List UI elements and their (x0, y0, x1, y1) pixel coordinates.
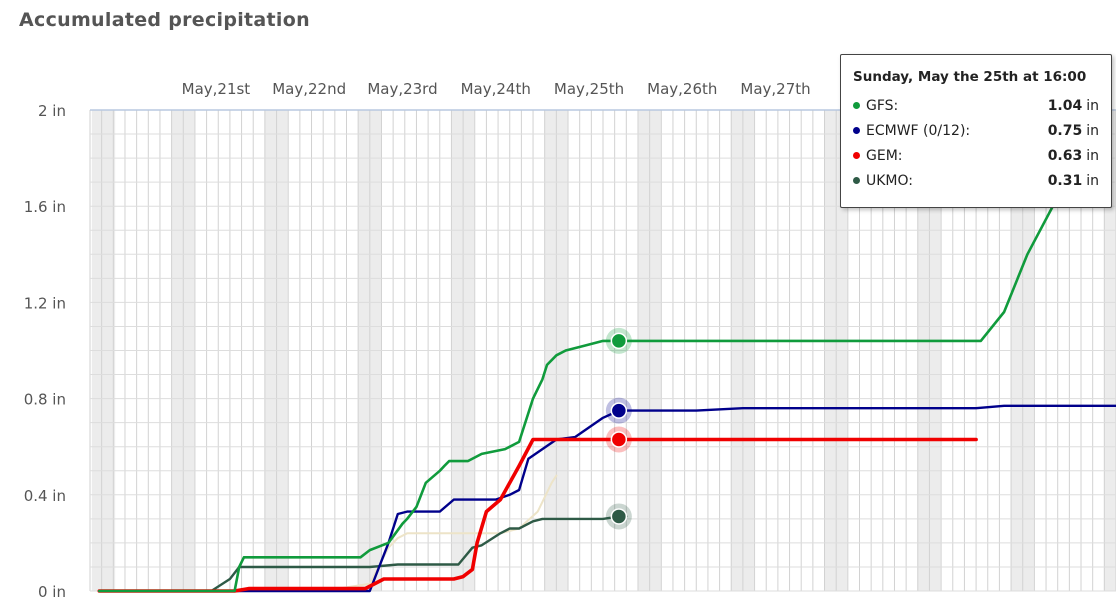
y-tick-label: 1.6 in (24, 198, 66, 216)
series-dot-icon (853, 152, 860, 159)
tooltip-unit: in (1086, 172, 1099, 189)
series-dot-icon (853, 102, 860, 109)
tooltip-unit: in (1086, 122, 1099, 139)
series-line-gfs (98, 176, 1080, 593)
marker-point (610, 402, 628, 419)
y-tick-label: 1.2 in (24, 294, 66, 312)
tooltip-row: GEM: 0.63 in (853, 143, 1099, 168)
y-tick-label: 0.4 in (24, 487, 66, 505)
tooltip-series-name: UKMO: (866, 172, 913, 189)
y-tick-label: 0 in (38, 583, 66, 600)
tooltip-unit: in (1086, 147, 1099, 164)
y-axis: 0 in 0.4 in 0.8 in 1.2 in 1.6 in 2 in (24, 102, 66, 600)
x-axis: May,21st May,22nd May,23rd May,24th May,25th… (182, 80, 811, 98)
tooltip-series-name: GFS: (866, 97, 899, 114)
series-dot-icon (853, 127, 860, 134)
tooltip-title: Sunday, May the 25th at 16:00 (853, 69, 1087, 85)
tooltip-series-name: ECMWF (0/12): (866, 122, 971, 139)
tooltip-unit: in (1086, 97, 1099, 114)
series-dot-icon (853, 177, 860, 184)
tooltip-row: UKMO: 0.31 in (853, 168, 1099, 193)
x-tick-label: May,25th (554, 80, 624, 98)
chart-title: Accumulated precipitation (19, 9, 310, 31)
tooltip-series-value: 0.75 (1047, 122, 1083, 139)
marker-point (610, 508, 628, 525)
tooltip-series-name: GEM: (866, 147, 903, 164)
x-tick-label: May,27th (740, 80, 810, 98)
y-tick-label: 2 in (38, 102, 66, 120)
tooltip-row: GFS: 1.04 in (853, 93, 1099, 118)
marker-point (610, 332, 628, 350)
x-tick-label: May,22nd (272, 80, 346, 98)
tooltip-row: ECMWF (0/12): 0.75 in (853, 118, 1099, 143)
tooltip-series-value: 0.63 (1047, 147, 1083, 164)
y-tick-label: 0.8 in (24, 391, 66, 409)
marker-point (610, 431, 628, 448)
x-tick-label: May,24th (461, 80, 531, 98)
x-tick-label: May,23rd (367, 80, 437, 98)
x-tick-label: May,21st (182, 80, 251, 98)
tooltip-series-value: 0.31 (1047, 172, 1083, 189)
x-tick-label: May,26th (647, 80, 717, 98)
highlight-markers (605, 327, 632, 530)
tooltip: Sunday, May the 25th at 16:00 GFS: 1.04 in… (840, 54, 1112, 208)
series-lines (97, 176, 1116, 593)
tooltip-series-value: 1.04 (1047, 97, 1083, 114)
